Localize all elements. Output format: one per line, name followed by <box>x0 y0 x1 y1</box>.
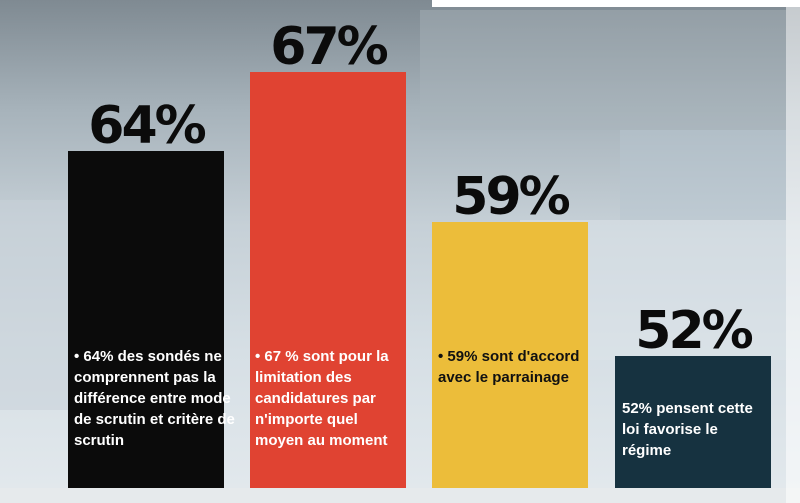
bar-description-2: • 67 % sont pour la limitation des candi… <box>255 348 389 449</box>
bar-description-1: • 64% des sondés ne comprennent pas la d… <box>74 348 235 449</box>
top-white-strip <box>432 0 800 7</box>
bar-2 <box>250 72 406 488</box>
bar-value-label-1: 64% <box>88 96 205 156</box>
bar-description-4: 52% pensent cette loi favorise le régime <box>622 400 753 459</box>
bar-value-label-3: 59% <box>452 167 569 227</box>
right-edge-strip <box>786 0 800 503</box>
bar-3 <box>432 222 588 488</box>
bar-value-label-2: 67% <box>270 17 387 77</box>
bar-description-3: • 59% sont d'accord avec le parrainage <box>438 348 580 386</box>
bar-4 <box>615 356 771 488</box>
bar-value-label-4: 52% <box>635 301 752 361</box>
bar-1 <box>68 151 224 488</box>
